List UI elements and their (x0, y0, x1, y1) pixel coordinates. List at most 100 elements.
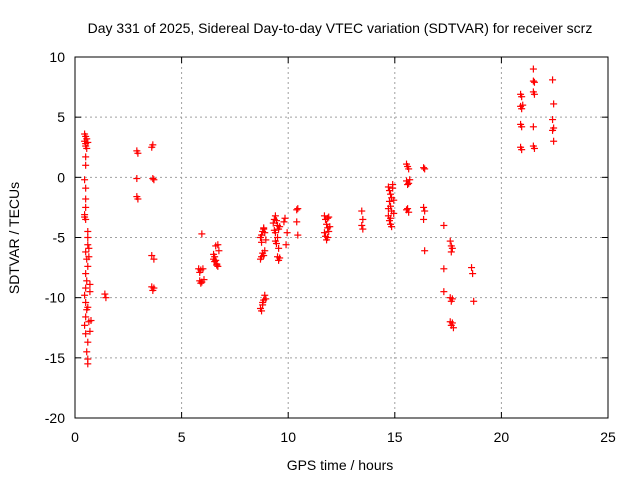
y-tick-labels: -20 -15 -10 -5 0 5 10 (45, 49, 65, 426)
data-point (447, 248, 455, 256)
data-point (84, 338, 92, 346)
data-point (84, 360, 92, 368)
data-point (326, 223, 334, 231)
data-point (276, 254, 284, 262)
data-point (518, 146, 526, 154)
data-point (213, 261, 221, 269)
data-point (470, 297, 478, 305)
data-point (404, 181, 412, 189)
data-point (150, 176, 158, 184)
data-point (84, 303, 92, 311)
y-tick-label: -20 (45, 410, 65, 426)
data-point (320, 229, 328, 237)
data-point (530, 144, 538, 152)
data-point (81, 176, 89, 184)
data-point (390, 209, 398, 217)
data-point (469, 270, 477, 278)
data-point (358, 221, 366, 229)
data-point (82, 313, 90, 321)
data-point (259, 298, 267, 306)
data-point (406, 176, 414, 184)
data-point (529, 77, 537, 85)
data-point (325, 227, 333, 235)
data-point (87, 317, 95, 325)
data-point (421, 247, 429, 255)
x-tick-label: 15 (387, 429, 403, 445)
data-point (214, 262, 222, 270)
data-point (200, 276, 208, 284)
data-point (261, 229, 269, 237)
data-point (421, 165, 429, 173)
data-point (148, 143, 156, 151)
x-tick-label: 0 (71, 429, 79, 445)
data-point (359, 215, 367, 223)
data-point (84, 262, 92, 270)
data-point (550, 100, 558, 108)
data-point (150, 284, 158, 292)
y-tick-label: 0 (57, 169, 65, 185)
data-point (449, 324, 457, 332)
data-point (530, 90, 538, 98)
axis-ticks (74, 56, 609, 419)
data-point (81, 291, 89, 299)
data-point (198, 230, 206, 238)
data-point (82, 298, 90, 306)
data-point (102, 294, 110, 302)
data-point (85, 253, 93, 261)
data-point (550, 137, 558, 145)
data-point (405, 165, 413, 173)
data-point (134, 149, 142, 157)
data-point (404, 205, 412, 213)
data-point (86, 288, 94, 296)
data-point (271, 237, 279, 245)
chart-title: Day 331 of 2025, Sidereal Day-to-day VTE… (88, 20, 593, 36)
x-tick-label: 5 (178, 429, 186, 445)
data-point (84, 227, 92, 235)
data-point (388, 223, 396, 231)
data-point (82, 184, 90, 192)
data-point (82, 195, 90, 203)
data-point (275, 244, 283, 252)
data-point (210, 255, 218, 263)
data-point (82, 153, 90, 161)
data-point (283, 229, 291, 237)
data-point (86, 327, 94, 335)
data-point (294, 231, 302, 239)
data-point (421, 207, 429, 215)
data-point (440, 288, 448, 296)
gridlines (75, 57, 608, 418)
y-tick-label: 5 (57, 109, 65, 125)
data-point (85, 244, 93, 252)
data-point (134, 195, 142, 203)
data-point (83, 277, 91, 285)
data-point (387, 214, 395, 222)
data-point (420, 215, 428, 223)
data-point (262, 236, 270, 244)
data-point (262, 295, 270, 303)
data-point (258, 238, 266, 246)
data-point (440, 265, 448, 273)
data-point (82, 284, 90, 292)
data-point (214, 241, 222, 249)
data-point (389, 181, 397, 189)
x-axis-label: GPS time / hours (287, 457, 394, 473)
data-point (82, 248, 90, 256)
x-tick-label: 25 (600, 429, 616, 445)
data-point (359, 225, 367, 233)
data-point (149, 175, 157, 183)
data-point (293, 218, 301, 226)
data-point (274, 234, 282, 241)
data-point (530, 78, 538, 86)
data-point (448, 244, 456, 252)
data-point (282, 241, 290, 249)
data-point (260, 224, 268, 232)
y-axis-label: SDTVAR / TECUs (6, 182, 22, 294)
data-point (276, 223, 284, 231)
data-point (81, 321, 89, 329)
data-point (148, 252, 156, 260)
data-point (324, 234, 332, 241)
data-point (84, 234, 92, 241)
data-point (529, 123, 537, 131)
data-point (468, 264, 476, 272)
y-tick-label: 10 (49, 49, 65, 65)
